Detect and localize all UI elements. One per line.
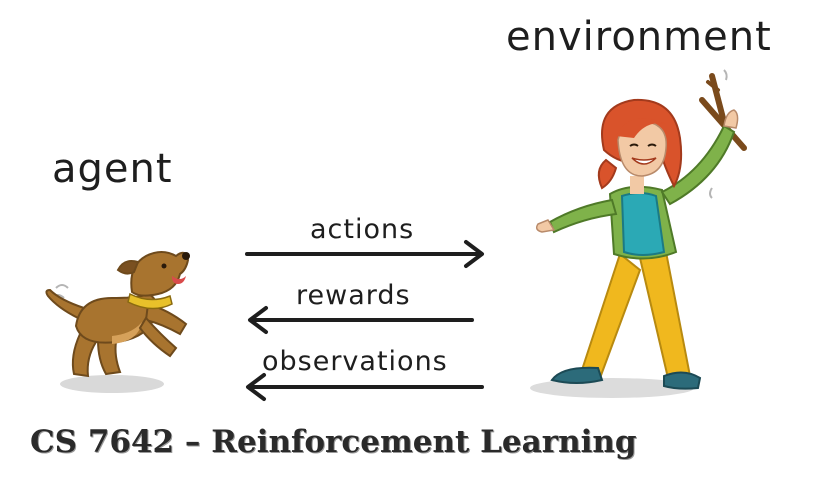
course-caption: CS 7642 – Reinforcement Learning (30, 424, 637, 460)
